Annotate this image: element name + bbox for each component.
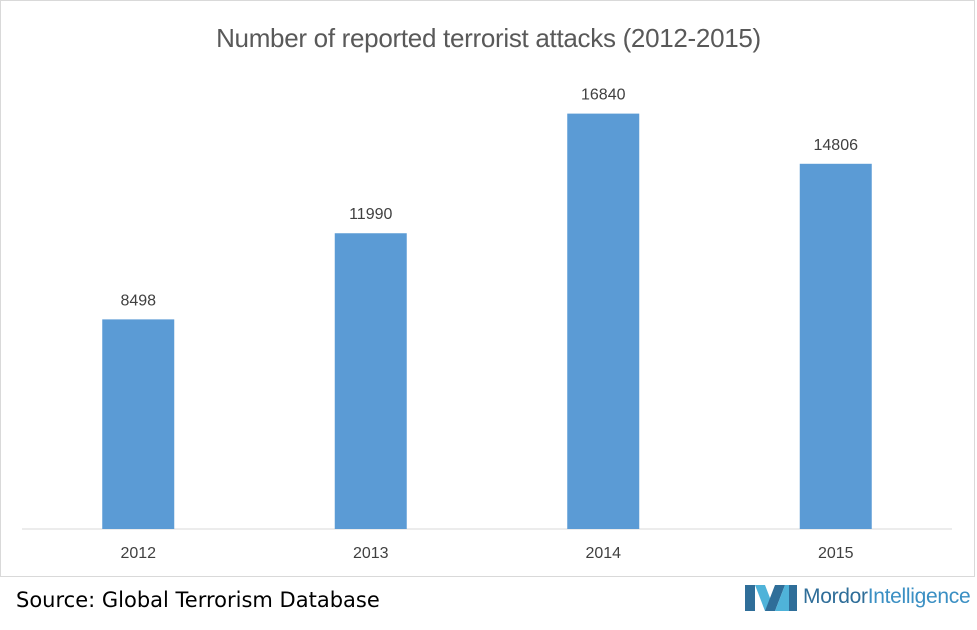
x-tick-label-2013: 2013 bbox=[353, 545, 389, 562]
x-tick-label-2012: 2012 bbox=[120, 545, 156, 562]
bar-2013 bbox=[334, 233, 407, 529]
data-label-2015: 14806 bbox=[814, 137, 859, 154]
bar-2015 bbox=[799, 163, 872, 529]
chart-title: Number of reported terrorist attacks (20… bbox=[216, 23, 761, 53]
brand-name-part2: Intelligence bbox=[867, 585, 971, 608]
x-tick-label-2015: 2015 bbox=[818, 545, 854, 562]
bar-chart: 8498 2012 11990 2013 16840 2014 14806 2015 bbox=[22, 87, 952, 562]
bar-2012 bbox=[102, 319, 175, 529]
data-label-2013: 11990 bbox=[349, 206, 392, 223]
x-tick-label-2014: 2014 bbox=[585, 545, 621, 562]
source-note: Source: Global Terrorism Database bbox=[16, 588, 380, 612]
data-label-2014: 16840 bbox=[581, 87, 626, 104]
bar-2014 bbox=[567, 113, 640, 529]
brand-name: MordorIntelligence bbox=[803, 585, 971, 609]
brand: MordorIntelligence bbox=[745, 582, 971, 612]
mordor-intelligence-logo-icon bbox=[745, 585, 797, 611]
data-label-2012: 8498 bbox=[120, 292, 156, 309]
brand-name-part1: Mordor bbox=[803, 585, 868, 608]
